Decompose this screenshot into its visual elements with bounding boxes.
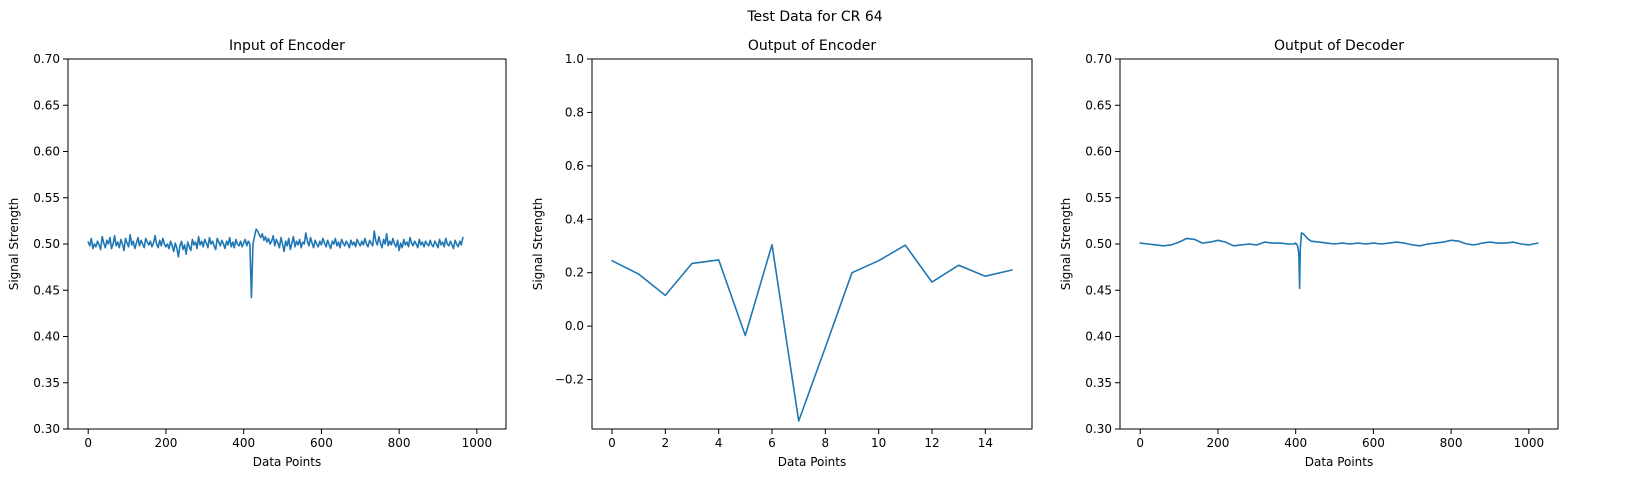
y-tick-label: 0.4	[565, 212, 584, 226]
y-tick-label: 0.35	[33, 376, 60, 390]
y-tick-label: 0.60	[33, 145, 60, 159]
x-axis-label: Data Points	[778, 455, 847, 469]
y-tick-label: 1.0	[565, 52, 584, 66]
y-tick-label: 0.60	[1085, 145, 1112, 159]
x-tick-label: 2	[662, 436, 670, 450]
x-tick-label: 800	[388, 436, 411, 450]
y-tick-label: 0.55	[33, 191, 60, 205]
x-axis-label: Data Points	[1305, 455, 1374, 469]
chart-output-of-encoder: 0 2 4 6 8 10 12 14 −0.2 0.0 0.2 0.4 0.6 0.8 1.0 Output …	[531, 38, 1033, 469]
y-tick-label: 0.70	[1085, 52, 1112, 66]
x-tick-label: 600	[310, 436, 333, 450]
x-tick-label: 12	[924, 436, 939, 450]
series-line	[87, 228, 464, 299]
y-axis-label: Signal Strength	[531, 198, 545, 291]
x-tick-label: 0	[1136, 436, 1144, 450]
chart-title: Input of Encoder	[229, 38, 345, 54]
y-tick-label: 0.65	[1085, 98, 1112, 112]
y-tick-label: 0.50	[1085, 237, 1112, 251]
x-tick-label: 200	[154, 436, 177, 450]
x-tick-label: 1000	[1514, 436, 1545, 450]
y-tick-label: 0.2	[565, 266, 584, 280]
y-tick-label: 0.0	[565, 319, 584, 333]
chart-output-of-decoder: 0 200 400 600 800 1000 0.30 0.35 0.40 0.45 0.50 0.5…	[1059, 38, 1559, 469]
x-axis-label: Data Points	[253, 455, 322, 469]
x-tick-label: 400	[1284, 436, 1307, 450]
y-tick-label: 0.70	[33, 52, 60, 66]
x-tick-label: 0	[608, 436, 616, 450]
x-tick-label: 8	[822, 436, 830, 450]
y-tick-label: 0.50	[33, 237, 60, 251]
y-tick-label: 0.30	[33, 422, 60, 436]
y-tick-label: 0.6	[565, 159, 584, 173]
y-tick-label: −0.2	[555, 373, 584, 387]
series-line	[611, 243, 1013, 422]
y-tick-label: 0.45	[1085, 283, 1112, 297]
x-tick-label: 6	[768, 436, 776, 450]
plot-frame	[591, 58, 1033, 430]
series-line	[1139, 232, 1539, 290]
y-tick-label: 0.40	[33, 330, 60, 344]
x-tick-label: 4	[715, 436, 723, 450]
y-tick-label: 0.8	[565, 105, 584, 119]
y-tick-label: 0.45	[33, 283, 60, 297]
x-tick-label: 200	[1206, 436, 1229, 450]
x-tick-label: 400	[232, 436, 255, 450]
x-tick-label: 10	[871, 436, 886, 450]
chart-input-of-encoder: 0 200 400 600 800 1000 0.30 0.35 0.40 0.45 0.50 0.5…	[7, 38, 507, 469]
chart-title: Output of Decoder	[1274, 38, 1404, 54]
y-axis-label: Signal Strength	[1059, 198, 1073, 291]
x-tick-label: 600	[1362, 436, 1385, 450]
x-tick-label: 0	[84, 436, 92, 450]
x-tick-label: 800	[1440, 436, 1463, 450]
y-tick-label: 0.30	[1085, 422, 1112, 436]
y-tick-label: 0.55	[1085, 191, 1112, 205]
y-tick-label: 0.35	[1085, 376, 1112, 390]
y-axis-label: Signal Strength	[7, 198, 21, 291]
y-tick-label: 0.40	[1085, 330, 1112, 344]
chart-title: Output of Encoder	[748, 38, 877, 54]
figure-title: Test Data for CR 64	[746, 9, 882, 25]
x-tick-label: 14	[978, 436, 993, 450]
x-tick-label: 1000	[462, 436, 493, 450]
y-tick-label: 0.65	[33, 98, 60, 112]
